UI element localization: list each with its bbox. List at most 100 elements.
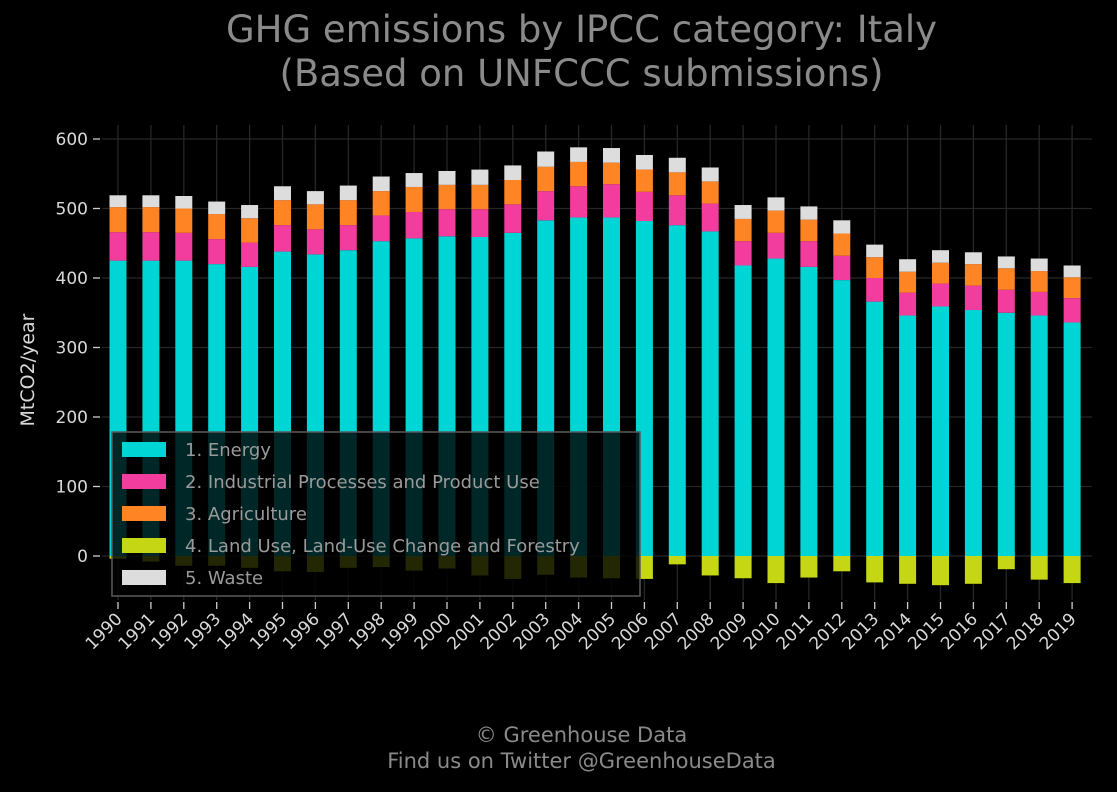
credit-line2: Find us on Twitter @GreenhouseData: [387, 749, 776, 773]
x-tick-label: 2005: [575, 609, 620, 654]
bar-2015-series-4: [932, 556, 949, 586]
bar-2010-series-5: [767, 197, 785, 211]
bar-2019-series-1: [1063, 322, 1081, 556]
bar-2004-series-3: [570, 161, 588, 187]
bar-2016-series-2: [964, 285, 982, 310]
bar-2000-series-5: [438, 170, 456, 185]
legend-swatch: [122, 474, 166, 489]
x-tick-label: 2015: [904, 609, 949, 654]
chart-title-line2: (Based on UNFCCC submissions): [279, 52, 884, 95]
bar-1990-series-3: [109, 207, 127, 233]
bar-2009-series-5: [734, 205, 752, 219]
bar-1995-series-2: [274, 225, 291, 252]
bar-1991-series-2: [142, 232, 160, 261]
bar-2000-series-2: [438, 209, 456, 237]
bar-2019-series-2: [1063, 298, 1081, 323]
bar-1995-series-3: [274, 200, 291, 226]
legend-swatch: [122, 538, 166, 553]
bar-2015-series-2: [932, 283, 949, 307]
bar-1999-series-2: [405, 211, 423, 239]
x-tick-label: 1998: [345, 609, 390, 654]
bar-2012-series-5: [833, 220, 851, 234]
x-tick-label: 2001: [444, 609, 489, 654]
x-tick-label: 1995: [246, 609, 291, 654]
bar-1990-series-5: [109, 195, 127, 208]
bar-2006-series-2: [635, 191, 653, 222]
x-tick-label: 2012: [806, 609, 851, 654]
bar-2017-series-4: [997, 556, 1015, 570]
x-tick-label: 1994: [213, 609, 258, 654]
bar-2018-series-4: [1030, 556, 1048, 580]
y-tick-label: 100: [56, 478, 88, 498]
legend-label: 2. Industrial Processes and Product Use: [185, 472, 540, 493]
bar-2018-series-2: [1030, 291, 1048, 316]
bar-1992-series-5: [175, 195, 193, 209]
bar-2003-series-3: [537, 166, 555, 192]
x-tick-label: 1992: [148, 609, 193, 654]
bar-1993-series-3: [208, 214, 226, 240]
bar-2010-series-1: [767, 258, 785, 556]
bar-1996-series-2: [306, 229, 324, 255]
legend: 1. Energy 2. Industrial Processes and Pro…: [111, 431, 641, 597]
bar-2011-series-2: [800, 241, 818, 267]
bar-2009-series-4: [734, 556, 752, 579]
bar-1997-series-3: [339, 200, 357, 226]
bar-1997-series-2: [339, 225, 357, 251]
bar-1996-series-3: [306, 204, 324, 230]
bar-2010-series-3: [767, 210, 785, 233]
bar-2019-series-3: [1063, 277, 1081, 299]
bar-2001-series-3: [471, 184, 489, 210]
legend-label: 5. Waste: [185, 568, 263, 589]
x-tick-label: 1993: [180, 609, 225, 654]
y-tick-label: 500: [56, 200, 88, 220]
bar-2009-series-3: [734, 218, 752, 242]
y-tick-label: 0: [77, 547, 88, 567]
bar-2014-series-5: [899, 259, 917, 272]
bar-2005-series-2: [603, 184, 620, 218]
legend-swatch: [122, 506, 166, 521]
x-tick-label: 1999: [378, 609, 423, 654]
bar-2014-series-3: [899, 271, 917, 293]
legend-box: [111, 431, 641, 597]
x-tick-label: 2006: [608, 609, 653, 654]
bar-2012-series-2: [833, 255, 851, 281]
bar-1993-series-5: [208, 201, 226, 215]
y-axis-label: MtCO2/year: [17, 313, 39, 426]
bar-2014-series-2: [899, 292, 917, 316]
legend-label: 3. Agriculture: [185, 504, 307, 525]
bar-2004-series-5: [570, 147, 588, 162]
bar-1998-series-2: [372, 215, 390, 242]
legend-label: 4. Land Use, Land-Use Change and Forestr…: [185, 536, 580, 557]
bar-2009-series-1: [734, 265, 752, 556]
x-tick-label: 2011: [773, 609, 818, 654]
bar-2015-series-3: [932, 262, 949, 284]
bar-2000-series-3: [438, 184, 456, 210]
x-tick-label: 2018: [1003, 609, 1048, 654]
bar-1999-series-5: [405, 173, 423, 187]
x-tick-label: 2008: [674, 609, 719, 654]
legend-swatch: [122, 570, 166, 585]
bar-2016-series-4: [964, 556, 982, 584]
bar-2004-series-2: [570, 186, 588, 218]
bar-2014-series-4: [899, 556, 917, 584]
bar-2018-series-3: [1030, 271, 1048, 292]
bar-2001-series-5: [471, 169, 489, 185]
bar-2013-series-3: [866, 257, 884, 278]
bar-2012-series-3: [833, 233, 851, 256]
bar-2013-series-2: [866, 278, 884, 302]
bar-2008-series-3: [701, 181, 719, 204]
bar-2003-series-5: [537, 151, 555, 167]
x-tick-label: 2009: [707, 609, 752, 654]
bar-2013-series-4: [866, 556, 884, 583]
bar-2017-series-2: [997, 289, 1015, 313]
bar-2013-series-1: [866, 301, 884, 556]
bar-2016-series-5: [964, 252, 982, 265]
bar-1990-series-2: [109, 232, 127, 261]
bar-2012-series-1: [833, 280, 851, 556]
chart-title: GHG emissions by IPCC category: Italy (B…: [0, 8, 1117, 96]
bar-2015-series-5: [932, 250, 949, 263]
bar-1991-series-5: [142, 195, 160, 208]
bar-1993-series-2: [208, 239, 226, 265]
bar-2011-series-4: [800, 556, 818, 578]
bar-2011-series-1: [800, 266, 818, 556]
